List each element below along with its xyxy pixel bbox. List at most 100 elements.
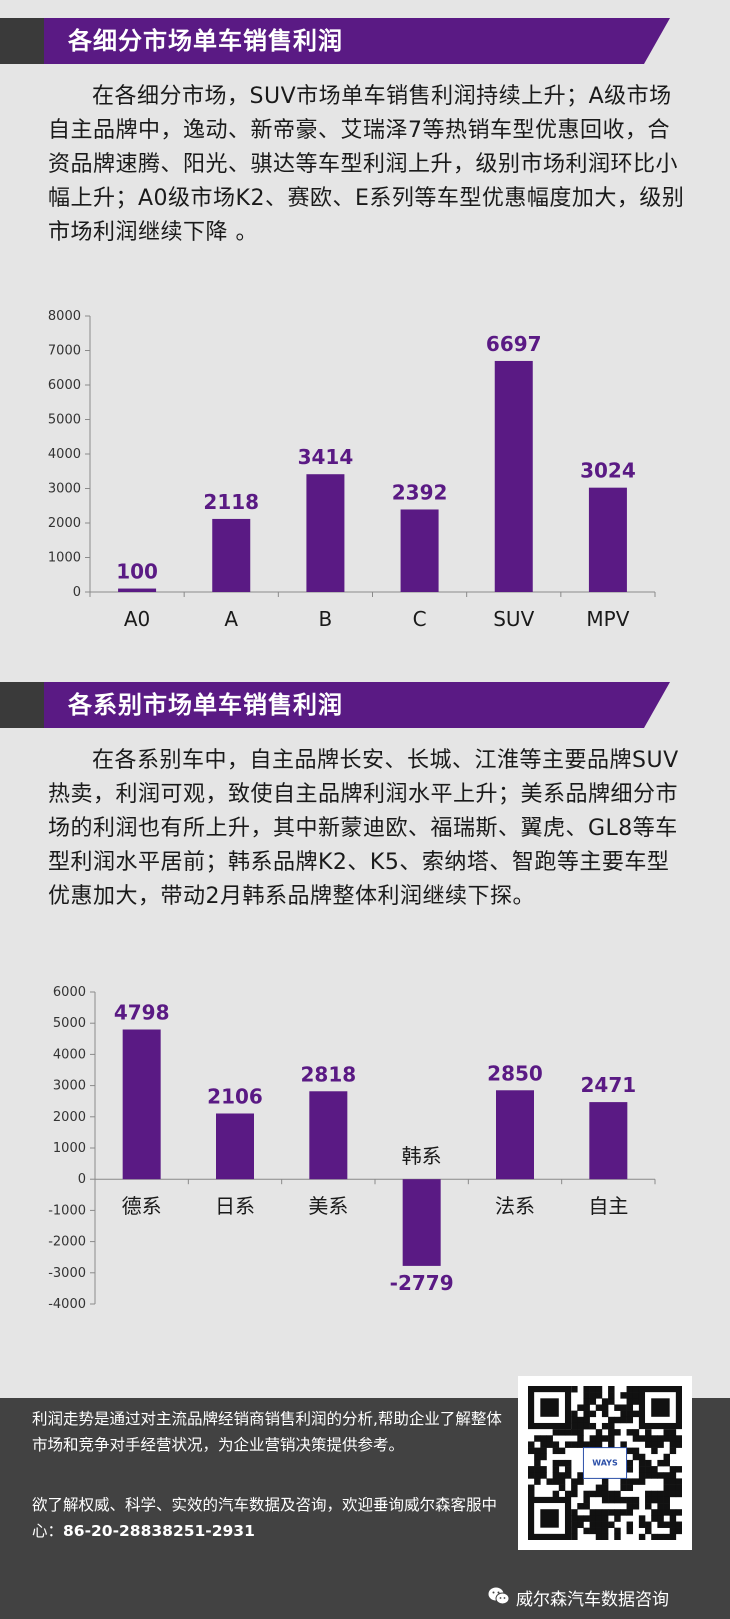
qr-module: [528, 1484, 535, 1492]
qr-module: [645, 1435, 652, 1442]
qr-module: [601, 1527, 609, 1535]
qr-module: [669, 1478, 677, 1485]
qr-module: [626, 1404, 634, 1411]
qr-module: [571, 1527, 578, 1535]
qr-module: [589, 1527, 597, 1535]
qr-module: [675, 1521, 682, 1528]
qr-module: [663, 1472, 670, 1479]
y-tick-label: 2000: [48, 516, 81, 531]
qr-module: [571, 1441, 578, 1448]
y-tick-label: 6000: [53, 985, 86, 1000]
qr-module: [669, 1472, 677, 1479]
y-tick-label: 0: [78, 1172, 86, 1187]
qr-module: [669, 1447, 677, 1455]
qr-module: [571, 1422, 578, 1430]
bar-B: [306, 474, 345, 592]
qr-module: [601, 1410, 609, 1418]
qr-module: [663, 1478, 670, 1485]
qr-module: [626, 1416, 634, 1424]
qr-module: [583, 1441, 590, 1448]
qr-module: [571, 1386, 578, 1393]
qr-module: [577, 1515, 584, 1522]
section2-paragraph: 在各系别车中，自主品牌长安、长城、江淮等主要品牌SUV热卖，利润可观，致使自主品…: [48, 748, 679, 909]
qr-module: [669, 1533, 677, 1540]
brand-signature: 威尔森汽车数据咨询: [488, 1586, 669, 1612]
qr-module: [645, 1472, 652, 1479]
qr-module: [558, 1484, 566, 1492]
qr-module: [583, 1404, 590, 1411]
y-tick-label: 8000: [48, 309, 81, 324]
qr-module: [564, 1466, 572, 1473]
footer-description: 利润走势是通过对主流品牌经销商销售利润的分析,帮助企业了解整体市场和竞争对手经营…: [32, 1410, 502, 1454]
origin-profit-chart: -4000 -3000 -2000 -1000 0 1000 2000 3000 4000 500…: [48, 985, 656, 1312]
qr-module: [589, 1441, 597, 1448]
footer-phone: 86-20-28838251-2931: [63, 1522, 255, 1540]
qr-module: [595, 1509, 603, 1516]
qr-module: [626, 1429, 634, 1436]
qr-module: [595, 1490, 603, 1498]
qr-module: [663, 1533, 670, 1540]
qr-module: [669, 1441, 677, 1448]
qr-module: [626, 1509, 634, 1516]
qr-module: [577, 1503, 584, 1510]
qr-module: [638, 1466, 646, 1473]
qr-module: [552, 1466, 560, 1473]
data-label: -2779: [390, 1271, 454, 1295]
qr-module: [626, 1503, 634, 1510]
qr-module: [651, 1466, 658, 1473]
qr-module: [601, 1435, 609, 1442]
qr-module: [528, 1466, 535, 1473]
qr-module: [626, 1496, 634, 1504]
qr-module: [632, 1429, 640, 1436]
qr-code: WAYS: [518, 1376, 692, 1550]
data-label: 2471: [580, 1073, 636, 1097]
y-tick-label: -1000: [48, 1203, 86, 1218]
qr-module: [546, 1441, 553, 1448]
qr-module: [626, 1521, 634, 1528]
qr-module: [583, 1496, 590, 1504]
qr-module: [558, 1459, 566, 1467]
qr-module: [595, 1515, 603, 1522]
qr-module: [669, 1527, 677, 1535]
qr-module: [669, 1515, 677, 1522]
qr-module: [528, 1441, 535, 1448]
bar-美系: [309, 1091, 348, 1180]
qr-module: [540, 1466, 547, 1473]
qr-module: [577, 1422, 584, 1430]
qr-module: [626, 1447, 634, 1455]
qr-module: [589, 1386, 597, 1393]
data-label: 3024: [580, 459, 636, 483]
qr-module: [558, 1472, 566, 1479]
bar-法系: [496, 1090, 534, 1180]
qr-finder-core: [651, 1398, 670, 1417]
qr-module: [632, 1398, 640, 1405]
qr-module: [595, 1435, 603, 1442]
qr-module: [552, 1447, 560, 1455]
qr-module: [663, 1429, 670, 1436]
qr-module: [632, 1386, 640, 1393]
y-tick-label: 1000: [53, 1141, 86, 1156]
qr-module: [626, 1398, 634, 1405]
qr-module: [608, 1429, 615, 1436]
qr-module: [620, 1392, 627, 1399]
qr-module: [626, 1386, 634, 1393]
category-label: A0: [124, 607, 150, 631]
qr-module: [534, 1459, 541, 1467]
qr-module: [651, 1533, 658, 1540]
qr-module: [552, 1429, 560, 1436]
qr-module: [528, 1472, 535, 1479]
qr-module: [589, 1398, 597, 1405]
qr-module: [645, 1459, 652, 1467]
qr-module: [663, 1490, 670, 1498]
qr-module: [601, 1478, 609, 1485]
qr-module: [669, 1484, 677, 1492]
qr-module: [657, 1441, 664, 1448]
qr-module: [651, 1441, 658, 1448]
qr-logo-text: WAYS: [592, 1458, 618, 1467]
qr-module: [595, 1392, 603, 1399]
qr-module: [595, 1521, 603, 1528]
qr-module: [645, 1441, 652, 1448]
qr-module: [669, 1466, 677, 1473]
qr-module: [552, 1459, 560, 1467]
qr-module: [534, 1466, 541, 1473]
